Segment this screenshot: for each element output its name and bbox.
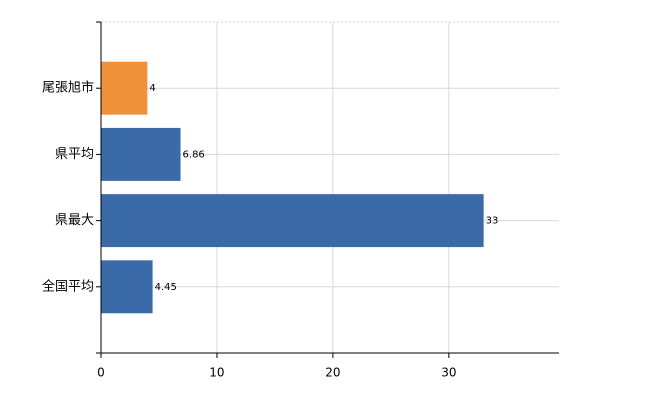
bar	[101, 194, 484, 248]
bar	[101, 127, 181, 181]
y-tick-label: 県平均	[55, 147, 94, 162]
x-tick-label: 0	[97, 366, 105, 380]
y-tick-label: 県最大	[55, 213, 94, 228]
x-tick-label: 10	[209, 366, 224, 380]
data-label: 6.86	[183, 149, 205, 160]
x-tick-label: 30	[441, 366, 456, 380]
y-tick-label: 尾張旭市	[42, 80, 94, 96]
y-tick-label: 全国平均	[42, 278, 94, 294]
data-label: 4	[149, 83, 155, 94]
bar	[101, 260, 153, 314]
data-label: 33	[486, 216, 499, 227]
data-label: 4.45	[155, 282, 177, 293]
bar	[101, 61, 148, 115]
x-tick-label: 20	[325, 366, 340, 380]
